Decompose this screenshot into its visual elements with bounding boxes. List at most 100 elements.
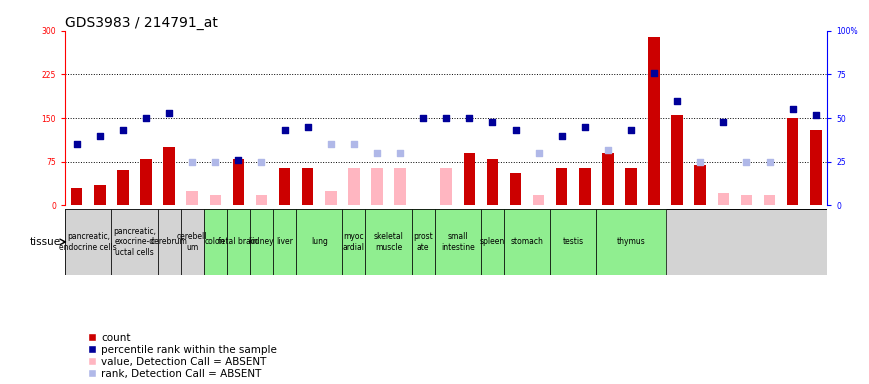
Text: fetal brain: fetal brain <box>218 237 258 247</box>
Bar <box>117 170 129 205</box>
FancyBboxPatch shape <box>296 209 342 275</box>
FancyBboxPatch shape <box>365 209 412 275</box>
Point <box>301 124 315 130</box>
Point <box>693 159 707 165</box>
FancyBboxPatch shape <box>596 209 666 275</box>
Point <box>462 115 476 121</box>
Point <box>185 159 199 165</box>
Bar <box>810 130 821 205</box>
FancyBboxPatch shape <box>434 209 481 275</box>
Point <box>578 124 592 130</box>
Bar <box>441 167 452 205</box>
Text: testis: testis <box>563 237 584 247</box>
Point <box>740 159 753 165</box>
Bar <box>672 115 683 205</box>
Point <box>139 115 153 121</box>
FancyBboxPatch shape <box>203 209 227 275</box>
Point <box>277 127 291 133</box>
Text: cerebrum: cerebrum <box>150 237 188 247</box>
Point <box>93 132 107 139</box>
Bar <box>348 167 360 205</box>
FancyBboxPatch shape <box>504 209 550 275</box>
Text: cerebell
um: cerebell um <box>177 232 208 252</box>
Point <box>809 111 823 118</box>
Bar <box>602 153 614 205</box>
Bar <box>209 195 221 205</box>
Text: stomach: stomach <box>511 237 543 247</box>
Bar <box>625 167 637 205</box>
Text: myoc
ardial: myoc ardial <box>343 232 365 252</box>
Point <box>370 150 384 156</box>
Bar <box>718 193 729 205</box>
Point <box>324 141 338 147</box>
FancyBboxPatch shape <box>65 209 111 275</box>
Bar <box>279 167 290 205</box>
Bar <box>187 191 198 205</box>
FancyBboxPatch shape <box>111 209 157 275</box>
Text: pancreatic,
exocrine-d
uctal cells: pancreatic, exocrine-d uctal cells <box>113 227 156 257</box>
FancyBboxPatch shape <box>412 209 434 275</box>
Point <box>393 150 407 156</box>
Bar <box>302 167 314 205</box>
Text: thymus: thymus <box>617 237 646 247</box>
Point <box>209 159 222 165</box>
Point <box>716 119 730 125</box>
FancyBboxPatch shape <box>250 209 273 275</box>
Text: GDS3983 / 214791_at: GDS3983 / 214791_at <box>65 16 218 30</box>
Legend: count, percentile rank within the sample, value, Detection Call = ABSENT, rank, : count, percentile rank within the sample… <box>88 333 277 379</box>
Point <box>601 146 615 152</box>
Text: lung: lung <box>311 237 328 247</box>
Point <box>231 157 245 163</box>
Point <box>347 141 361 147</box>
Point <box>647 70 661 76</box>
FancyBboxPatch shape <box>157 209 181 275</box>
Bar <box>233 159 244 205</box>
Point <box>624 127 638 133</box>
Point <box>116 127 129 133</box>
Bar <box>487 159 498 205</box>
Bar <box>786 118 799 205</box>
Point <box>508 127 522 133</box>
Text: liver: liver <box>276 237 293 247</box>
Bar <box>463 153 475 205</box>
Point <box>532 150 546 156</box>
Bar <box>648 36 660 205</box>
Bar <box>325 191 336 205</box>
FancyBboxPatch shape <box>65 209 827 275</box>
Point <box>763 159 777 165</box>
Bar <box>533 195 544 205</box>
Bar <box>71 188 83 205</box>
Bar <box>140 159 152 205</box>
Text: small
intestine: small intestine <box>441 232 474 252</box>
Point <box>70 141 83 147</box>
Bar <box>163 147 175 205</box>
Point <box>554 132 568 139</box>
Point <box>486 119 500 125</box>
Bar <box>395 167 406 205</box>
Point <box>786 106 799 113</box>
Point <box>440 115 454 121</box>
FancyBboxPatch shape <box>181 209 203 275</box>
Point <box>416 115 430 121</box>
Bar <box>556 167 567 205</box>
Text: pancreatic,
endocrine cells: pancreatic, endocrine cells <box>59 232 117 252</box>
Point <box>670 98 684 104</box>
Text: spleen: spleen <box>480 237 505 247</box>
Text: prost
ate: prost ate <box>414 232 433 252</box>
Bar <box>255 195 268 205</box>
Bar <box>94 185 106 205</box>
Bar <box>371 167 382 205</box>
FancyBboxPatch shape <box>481 209 504 275</box>
Bar <box>510 174 521 205</box>
FancyBboxPatch shape <box>550 209 596 275</box>
Bar <box>579 167 591 205</box>
Point <box>163 110 176 116</box>
Bar <box>694 165 706 205</box>
FancyBboxPatch shape <box>342 209 365 275</box>
FancyBboxPatch shape <box>227 209 250 275</box>
Text: kidney: kidney <box>249 237 275 247</box>
Bar <box>764 195 775 205</box>
Bar <box>740 195 753 205</box>
Point <box>255 159 269 165</box>
Text: colon: colon <box>205 237 226 247</box>
